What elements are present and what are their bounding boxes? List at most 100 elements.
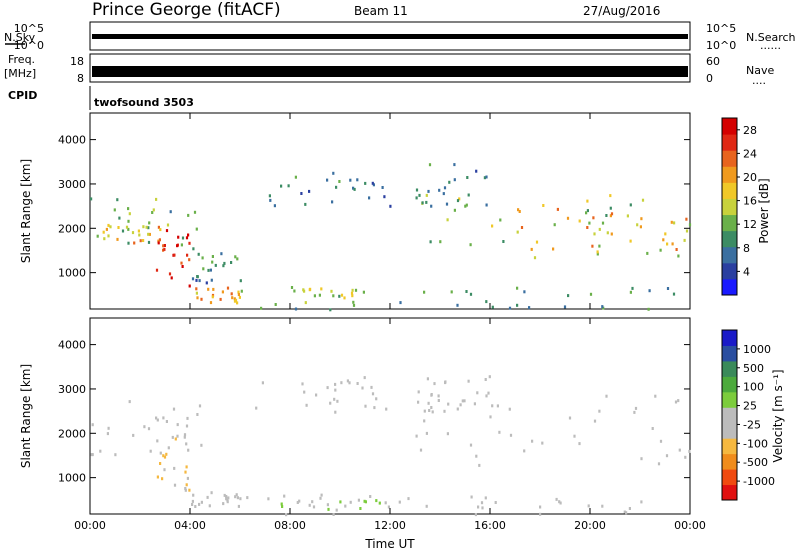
heatmap-cell — [423, 290, 426, 294]
heatmap-cell — [470, 495, 473, 499]
freq-tick-top: 18 — [70, 55, 84, 68]
heatmap-cell — [142, 239, 145, 242]
heatmap-cell — [648, 289, 651, 293]
heatmap-cell — [156, 475, 159, 479]
x-tick-label: 16:00 — [474, 519, 506, 532]
heatmap-cell — [499, 218, 502, 222]
heatmap-cell — [332, 513, 335, 516]
heatmap-cell — [683, 238, 686, 242]
heatmap-cell — [678, 448, 681, 452]
heatmap-cell — [427, 401, 430, 405]
colorbar-tick-label: -100 — [743, 437, 768, 450]
heatmap-cell — [558, 500, 561, 504]
heatmap-cell — [180, 243, 183, 247]
heatmap-cell — [223, 261, 226, 265]
heatmap-cell — [327, 507, 330, 511]
heatmap-cell — [234, 298, 238, 302]
colorbar-segment — [722, 134, 737, 151]
velocity-heatmap-cells — [90, 375, 691, 517]
heatmap-cell — [559, 501, 562, 505]
heatmap-cell — [261, 381, 264, 385]
heatmap-cell — [267, 497, 270, 501]
heatmap-cell — [157, 225, 160, 229]
heatmap-cell — [280, 502, 283, 506]
heatmap-cell — [516, 286, 519, 290]
heatmap-cell — [485, 203, 488, 207]
heatmap-cell — [685, 229, 689, 233]
heatmap-cell — [353, 187, 356, 191]
heatmap-cell — [309, 287, 312, 291]
heatmap-cell — [91, 453, 94, 457]
heatmap-cell — [188, 488, 191, 492]
heatmap-cell — [117, 226, 120, 229]
heatmap-cell — [610, 232, 613, 236]
heatmap-cell — [156, 439, 159, 443]
noise-tick-right-top: 10^5 — [706, 22, 736, 35]
heatmap-cell — [227, 496, 230, 500]
y-tick-label: 1000 — [58, 472, 86, 485]
heatmap-cell — [629, 203, 632, 207]
heatmap-cell — [184, 487, 187, 490]
heatmap-cell — [421, 201, 424, 205]
heatmap-cell — [173, 466, 176, 470]
power-colorbar: 4 8 12 16 20 24 28 — [721, 117, 757, 296]
x-tick-label: 00:00 — [74, 519, 106, 532]
heatmap-cell — [143, 425, 146, 429]
heatmap-cell — [185, 424, 189, 428]
heatmap-cell — [426, 377, 429, 381]
heatmap-cell — [657, 462, 661, 466]
heatmap-cell — [591, 244, 594, 248]
colorbar-segment — [722, 422, 737, 439]
colorbar-segment — [722, 345, 737, 362]
heatmap-cell — [487, 391, 490, 395]
heatmap-cell — [208, 504, 211, 508]
colorbar-tick-label: 1000 — [743, 343, 771, 356]
heatmap-cell — [498, 430, 501, 434]
heatmap-cell — [641, 198, 645, 202]
heatmap-cell — [555, 497, 558, 501]
heatmap-cell — [260, 306, 263, 310]
heatmap-cell — [167, 446, 170, 450]
heatmap-cell — [107, 234, 110, 238]
heatmap-cell — [273, 204, 276, 208]
heatmap-cell — [181, 265, 184, 268]
heatmap-cell — [235, 493, 238, 497]
heatmap-cell — [344, 504, 347, 508]
heatmap-cell — [206, 495, 209, 499]
heatmap-cell — [155, 416, 158, 420]
heatmap-cell — [157, 241, 160, 245]
heatmap-cell — [340, 381, 343, 385]
heatmap-cell — [437, 394, 440, 398]
heatmap-cell — [300, 192, 303, 195]
heatmap-cell — [586, 199, 589, 203]
heatmap-cell — [485, 394, 488, 398]
colorbar-segment — [722, 330, 737, 346]
heatmap-cell — [684, 455, 687, 459]
heatmap-cell — [578, 442, 581, 446]
heatmap-cell — [193, 210, 197, 214]
nsearch-label: N.Search — [746, 31, 796, 44]
heatmap-cell — [162, 416, 165, 420]
heatmap-cell — [556, 207, 559, 211]
heatmap-cell — [573, 434, 576, 438]
heatmap-cell — [90, 197, 93, 201]
heatmap-cell — [542, 204, 545, 207]
heatmap-cell — [609, 214, 612, 218]
nsearch-legend-dots: ...... — [760, 39, 781, 52]
heatmap-cell — [137, 229, 140, 233]
heatmap-cell — [280, 184, 283, 188]
heatmap-cell — [103, 237, 106, 241]
heatmap-cell — [165, 229, 169, 233]
heatmap-cell — [320, 493, 323, 497]
heatmap-cell — [128, 212, 131, 216]
y-tick-label: 4000 — [58, 134, 86, 147]
heatmap-cell — [566, 216, 570, 220]
heatmap-cell — [491, 404, 494, 408]
heatmap-cell — [469, 243, 472, 247]
heatmap-cell — [475, 169, 478, 173]
heatmap-cell — [520, 226, 524, 229]
freq-tick-bottom: 8 — [77, 72, 84, 85]
power-y-axis-label: Slant Range [km] — [19, 159, 33, 263]
heatmap-cell — [221, 290, 224, 294]
heatmap-cell — [592, 216, 595, 220]
